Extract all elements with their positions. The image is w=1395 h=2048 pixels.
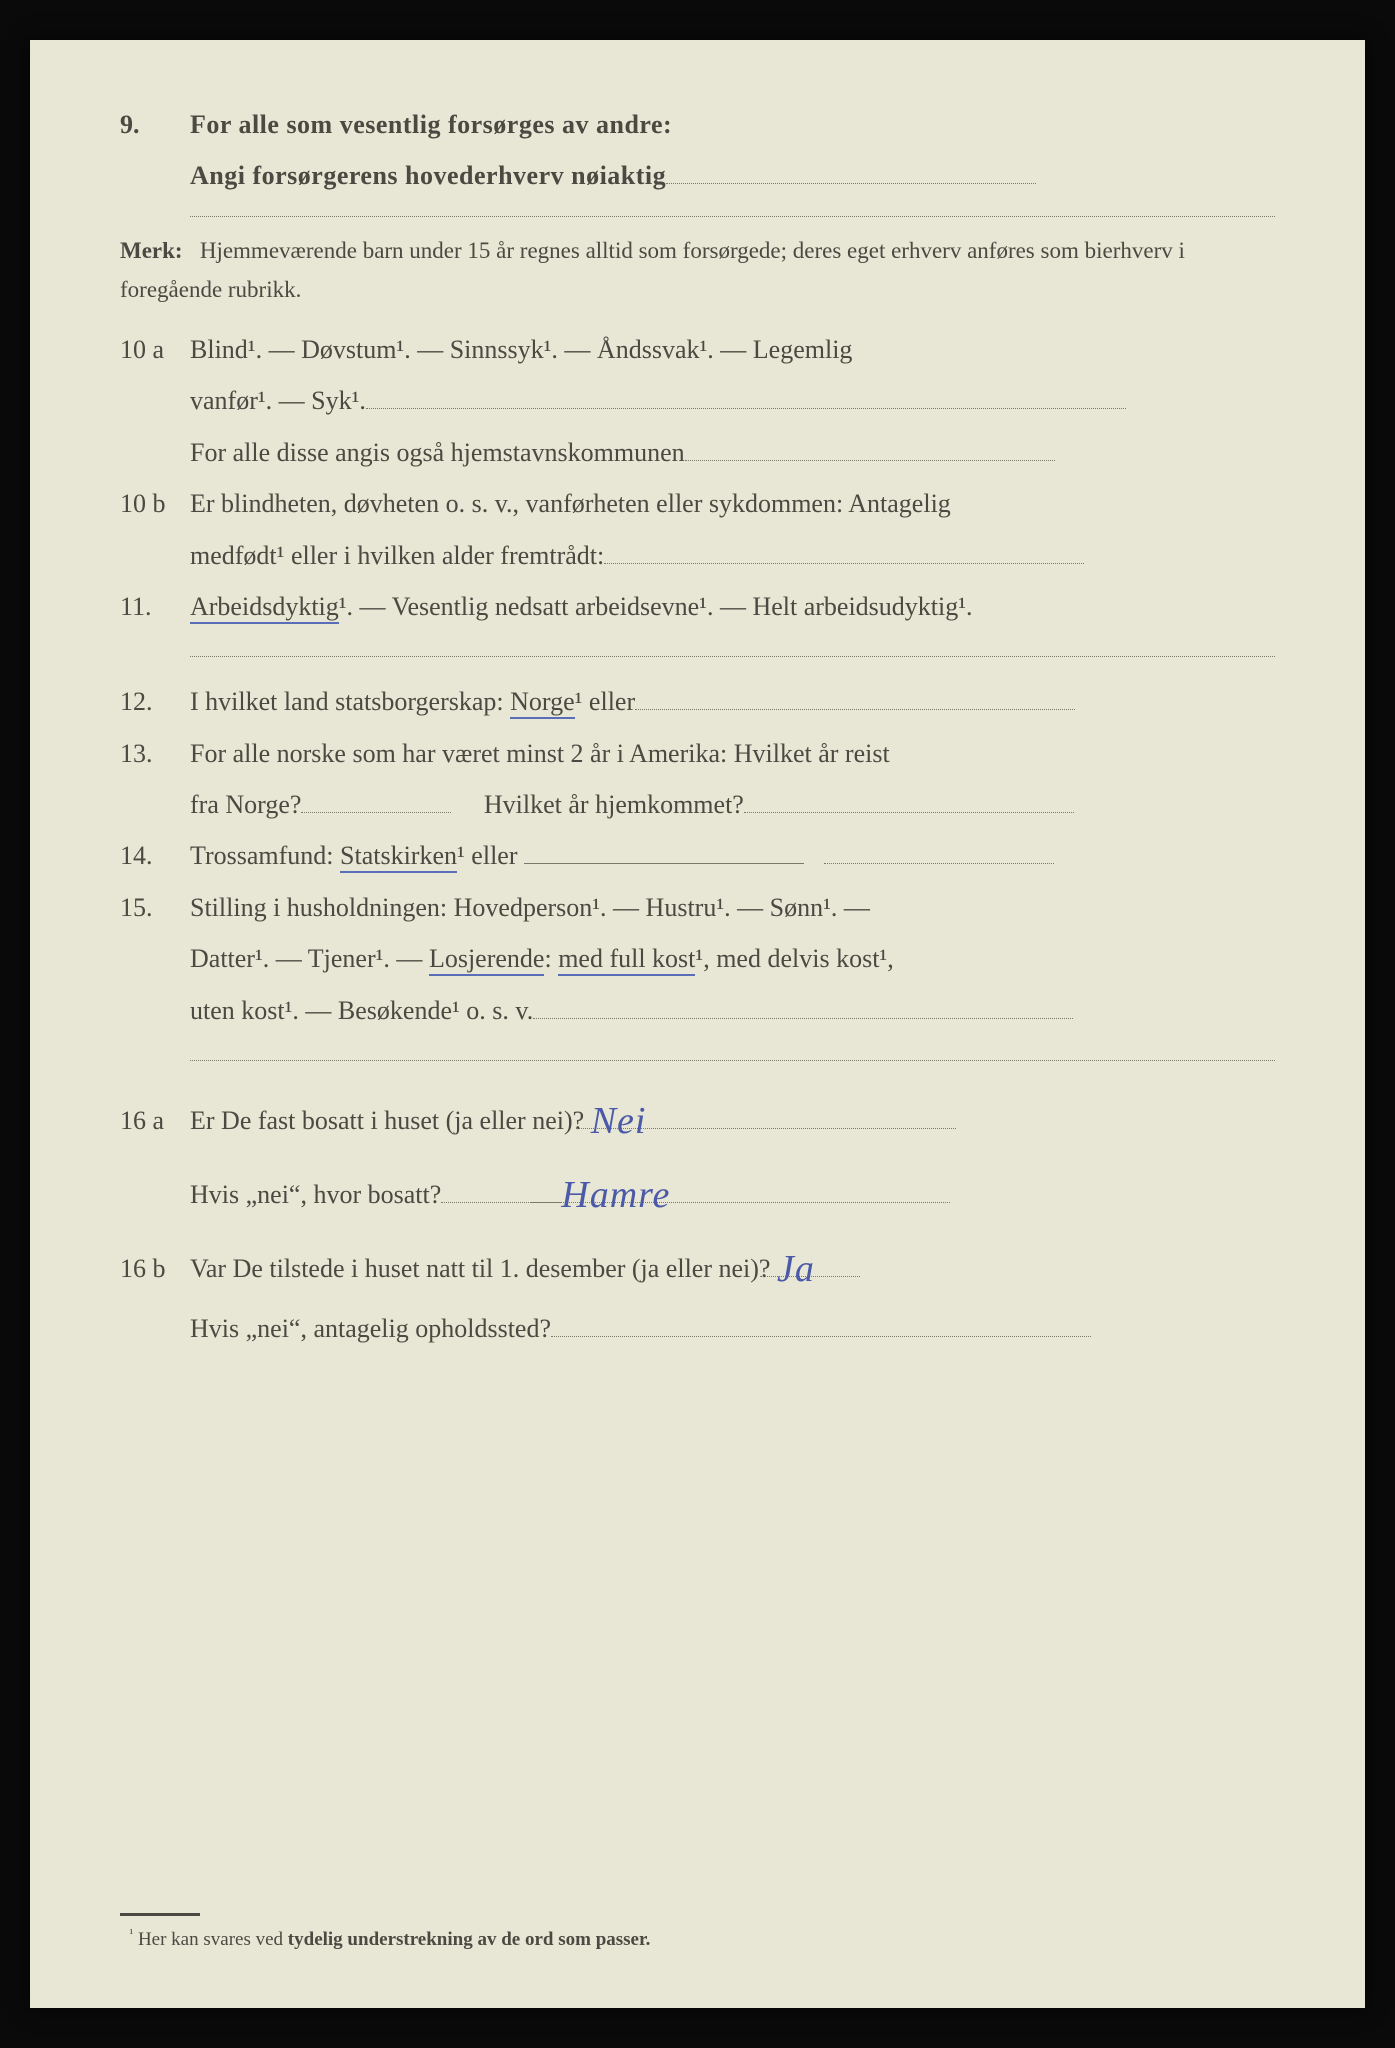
q16b-row2: Hvis „nei“, antagelig opholdssted?: [120, 1304, 1275, 1353]
q14-number: 14.: [120, 831, 190, 880]
q15-row2: Datter¹. — Tjener¹. — Losjerende: med fu…: [120, 934, 1275, 983]
q15-row1: 15. Stilling i husholdningen: Hovedperso…: [120, 883, 1275, 932]
q13-line1: For alle norske som har været minst 2 år…: [190, 729, 1275, 778]
q14-row: 14. Trossamfund: Statskirken¹ eller: [120, 831, 1275, 880]
paper-sheet: 9. For alle som vesentlig forsørges av a…: [30, 40, 1365, 2008]
q12-number: 12.: [120, 677, 190, 726]
q10b-number: 10 b: [120, 479, 190, 528]
q10b-line2: medfødt¹ eller i hvilken alder fremtrådt…: [190, 531, 1275, 580]
q10b-row1: 10 b Er blindheten, døvheten o. s. v., v…: [120, 479, 1275, 528]
q10a-row3: For alle disse angis også hjemstavnskomm…: [120, 428, 1275, 477]
q14-blank2: [824, 840, 1054, 864]
q15-line1: Stilling i husholdningen: Hovedperson¹. …: [190, 883, 1275, 932]
q15-opt-fullkost: med full kost: [558, 944, 695, 976]
q16a-answer1: Nei: [591, 1100, 647, 1142]
q11-sep: [190, 655, 1275, 657]
q12-row: 12. I hvilket land statsborgerskap: Norg…: [120, 677, 1275, 726]
scan-page: 9. For alle som vesentlig forsørges av a…: [0, 0, 1395, 2048]
q16a-row2: Hvis „nei“, hvor bosatt?Hamre: [120, 1155, 1275, 1227]
q16a-row1: 16 a Er De fast bosatt i huset (ja eller…: [120, 1081, 1275, 1153]
q13-number: 13.: [120, 729, 190, 778]
q9-blank: [666, 160, 1036, 184]
q11-opt-arbeidsdyktig: Arbeidsdyktig: [190, 592, 339, 624]
q15-sep: [190, 1059, 1275, 1061]
q15-line2: Datter¹. — Tjener¹. — Losjerende: med fu…: [190, 934, 1275, 983]
q9-row2: Angi forsørgerens hovederhverv nøiaktig: [120, 151, 1275, 200]
q13-row2: fra Norge? Hvilket år hjemkommet?: [120, 780, 1275, 829]
q16a-answer2: Hamre: [561, 1174, 670, 1216]
q10a-row2: vanfør¹. — Syk¹.: [120, 376, 1275, 425]
footnote: ¹ Her kan svares ved tydelig understrekn…: [120, 1913, 1275, 1958]
q10a-line3: For alle disse angis også hjemstavnskomm…: [190, 428, 1275, 477]
q11-number: 11.: [120, 582, 190, 631]
q9-number: 9.: [120, 100, 190, 149]
q16a-number: 16 a: [120, 1096, 190, 1145]
q10a-blank2: [685, 436, 1055, 460]
q16a-q1: Er De fast bosatt i huset (ja eller nei)…: [190, 1081, 1275, 1153]
q11-row: 11. Arbeidsdyktig¹. — Vesentlig nedsatt …: [120, 582, 1275, 631]
merk-note: Merk: Hjemmeværende barn under 15 år reg…: [120, 231, 1275, 309]
q10a-number: 10 a: [120, 325, 190, 374]
q16b-answer1: Ja: [777, 1248, 815, 1290]
q12-opt-norge: Norge: [510, 687, 575, 719]
q13-blank1: [301, 789, 451, 813]
merk-label: Merk:: [120, 238, 183, 263]
q13-blank2: [744, 789, 1074, 813]
q12-blank: [635, 686, 1075, 710]
footnote-marker: ¹: [130, 1927, 134, 1941]
q13-line2: fra Norge? Hvilket år hjemkommet?: [190, 780, 1275, 829]
q16b-q1: Var De tilstede i huset natt til 1. dese…: [190, 1229, 1275, 1301]
q11-text: Arbeidsdyktig¹. — Vesentlig nedsatt arbe…: [190, 582, 1275, 631]
q15-row3: uten kost¹. — Besøkende¹ o. s. v.: [120, 986, 1275, 1035]
q14-blank1: [524, 840, 804, 864]
q15-line3: uten kost¹. — Besøkende¹ o. s. v.: [190, 986, 1275, 1035]
q12-text: I hvilket land statsborgerskap: Norge¹ e…: [190, 677, 1275, 726]
q9-line2: Angi forsørgerens hovederhverv nøiaktig: [190, 151, 1275, 200]
q9-line1: For alle som vesentlig forsørges av andr…: [190, 100, 1275, 149]
q13-row1: 13. For alle norske som har været minst …: [120, 729, 1275, 778]
q16b-blank2: [551, 1312, 1091, 1336]
q14-opt-statskirken: Statskirken: [340, 841, 457, 873]
q10a-line1: Blind¹. — Døvstum¹. — Sinnssyk¹. — Åndss…: [190, 325, 1275, 374]
q16b-row1: 16 b Var De tilstede i huset natt til 1.…: [120, 1229, 1275, 1301]
q9-sep: [190, 215, 1275, 217]
q15-number: 15.: [120, 883, 190, 932]
q10a-blank1: [366, 385, 1126, 409]
q16b-number: 16 b: [120, 1244, 190, 1293]
footnote-rule: [120, 1913, 200, 1916]
q15-opt-losjerende: Losjerende: [429, 944, 545, 976]
q10b-blank: [604, 539, 1084, 563]
footnote-text-bold: tydelig understrekning av de ord som pas…: [288, 1929, 651, 1950]
merk-text: Hjemmeværende barn under 15 år regnes al…: [120, 238, 1185, 302]
q10b-row2: medfødt¹ eller i hvilken alder fremtrådt…: [120, 531, 1275, 580]
footnote-text-pre: Her kan svares ved: [138, 1929, 288, 1950]
q10b-line1: Er blindheten, døvheten o. s. v., vanfør…: [190, 479, 1275, 528]
q14-text: Trossamfund: Statskirken¹ eller: [190, 831, 1275, 880]
q16b-q2: Hvis „nei“, antagelig opholdssted?: [190, 1304, 1275, 1353]
q9-row1: 9. For alle som vesentlig forsørges av a…: [120, 100, 1275, 149]
q10a-line2: vanfør¹. — Syk¹.: [190, 376, 1275, 425]
q16a-q2: Hvis „nei“, hvor bosatt?Hamre: [190, 1155, 1275, 1227]
q15-blank: [533, 994, 1073, 1018]
q10a-row1: 10 a Blind¹. — Døvstum¹. — Sinnssyk¹. — …: [120, 325, 1275, 374]
